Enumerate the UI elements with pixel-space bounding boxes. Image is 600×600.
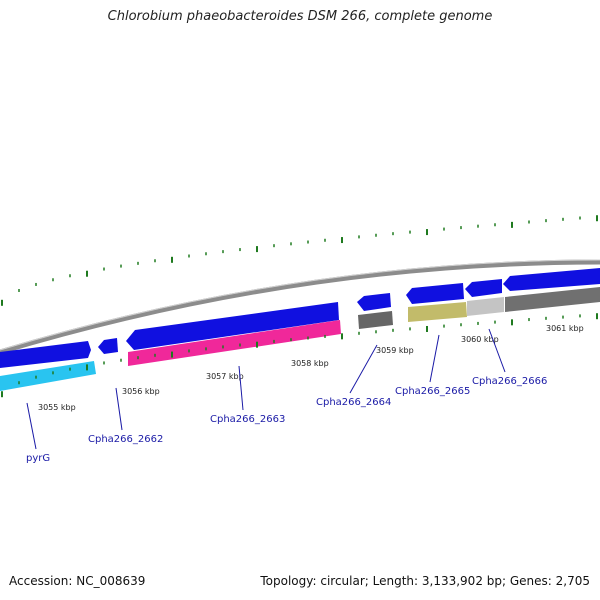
kbp-label: 3057 kbp <box>206 372 244 381</box>
gene-label-cpha266-2664[interactable]: Cpha266_2664 <box>316 397 391 408</box>
reverse-genes <box>0 287 600 391</box>
gene-arrow-forward-7[interactable] <box>503 268 600 291</box>
kbp-label: 3058 kbp <box>291 359 329 368</box>
gene-labels: pyrG Cpha266_2662 Cpha266_2663 Cpha266_2… <box>26 376 547 464</box>
gene-arrow-forward-4[interactable] <box>357 293 391 311</box>
gene-cpha266-2664[interactable] <box>358 311 393 329</box>
genome-summary: Topology: circular; Length: 3,133,902 bp… <box>260 574 590 588</box>
gene-arrow-forward-5[interactable] <box>406 283 464 304</box>
gene-label-cpha266-2663[interactable]: Cpha266_2663 <box>210 414 285 425</box>
inner-tick-ring <box>1 313 598 398</box>
outer-tick-ring <box>1 215 598 306</box>
kbp-label: 3056 kbp <box>122 387 160 396</box>
gene-arrow-forward-1[interactable] <box>0 341 91 368</box>
kbp-label: 3060 kbp <box>461 335 499 344</box>
accession-text: Accession: NC_008639 <box>9 574 146 588</box>
map-title: Chlorobium phaeobacteroides DSM 266, com… <box>107 9 493 24</box>
gene-label-cpha266-2665[interactable]: Cpha266_2665 <box>395 386 470 397</box>
gene-arrow-forward-6[interactable] <box>465 279 502 297</box>
genome-backbone <box>0 259 600 355</box>
gene-label-cpha266-2662[interactable]: Cpha266_2662 <box>88 434 163 445</box>
gray-feature[interactable] <box>505 287 600 312</box>
kbp-label: 3061 kbp <box>546 324 584 333</box>
gene-arrow-forward-2[interactable] <box>98 338 118 354</box>
forward-genes <box>0 268 600 368</box>
gene-cpha266-2665[interactable] <box>408 302 467 322</box>
kbp-label: 3055 kbp <box>38 403 76 412</box>
gene-cpha266-2666[interactable] <box>467 297 504 316</box>
gene-label-pyrG[interactable]: pyrG <box>26 453 50 464</box>
gene-pyrG[interactable] <box>0 361 96 391</box>
kbp-labels: 3055 kbp 3056 kbp 3057 kbp 3058 kbp 3059… <box>38 324 584 412</box>
gene-label-cpha266-2666[interactable]: Cpha266_2666 <box>472 376 547 387</box>
kbp-label: 3059 kbp <box>376 346 414 355</box>
gene-arrow-forward-3[interactable] <box>126 302 339 350</box>
gene-leader-lines <box>26 328 506 450</box>
gene-cpha266-2663[interactable] <box>128 320 341 366</box>
